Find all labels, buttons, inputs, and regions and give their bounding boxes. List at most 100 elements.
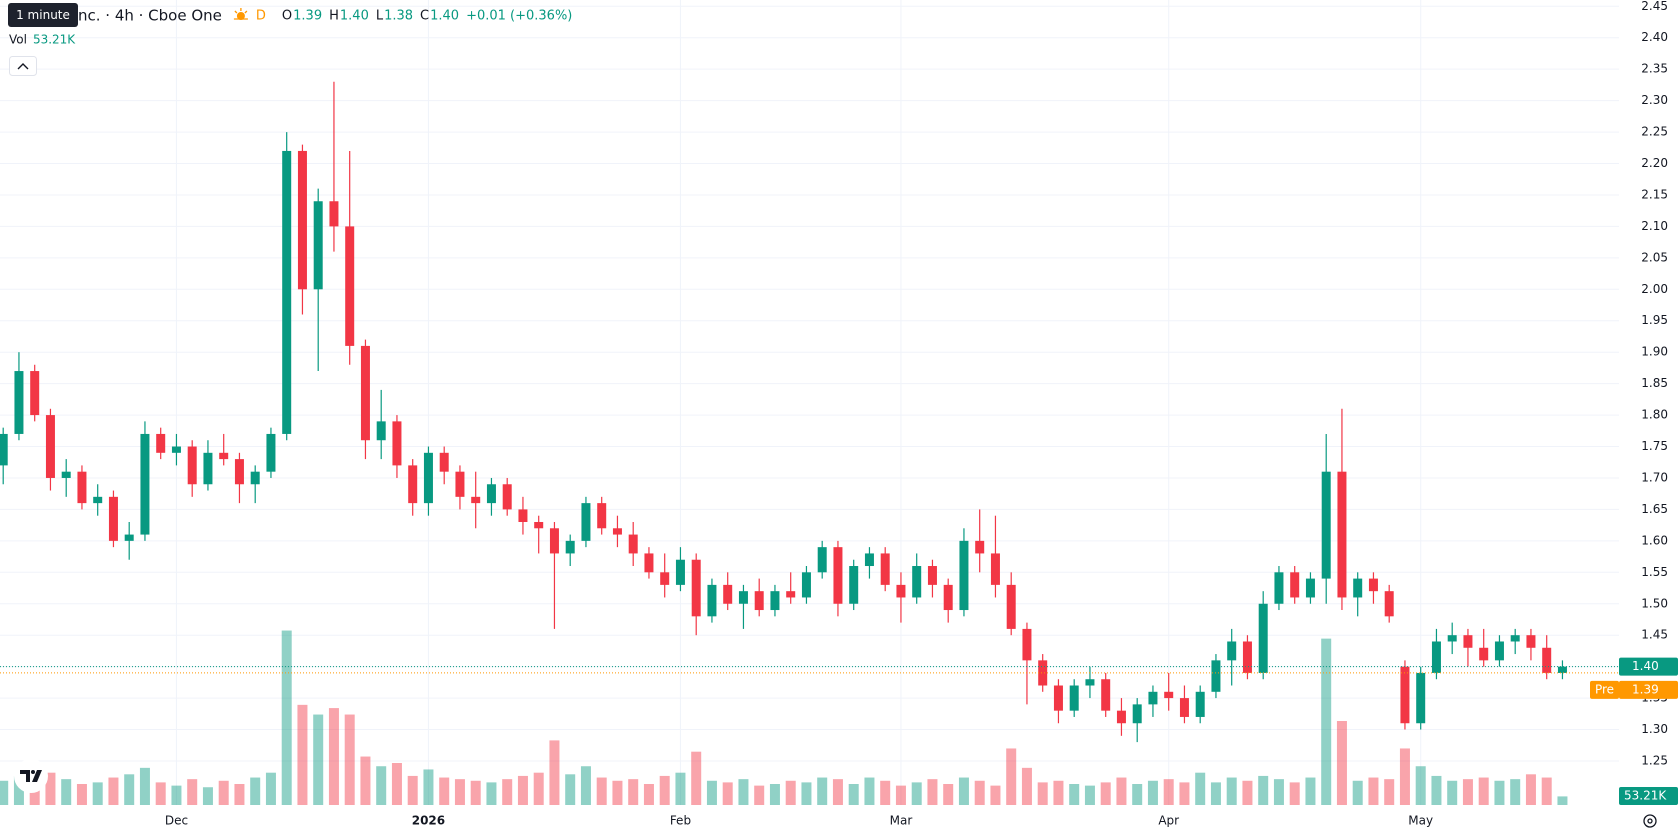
volume-bar xyxy=(659,775,670,805)
y-tick-label: 2.20 xyxy=(1641,156,1668,170)
volume-bar xyxy=(1368,777,1379,805)
candle-body xyxy=(1431,641,1441,673)
volume-bar xyxy=(565,774,576,805)
x-tick-label: Feb xyxy=(670,814,691,828)
volume-bar xyxy=(1525,774,1536,805)
candle-body xyxy=(1006,584,1016,629)
candle-body xyxy=(1353,578,1363,598)
y-tick-label: 2.10 xyxy=(1641,219,1668,233)
y-tick-label: 1.55 xyxy=(1641,565,1668,579)
volume-bar xyxy=(155,782,166,805)
axes: 1.251.301.351.401.451.501.551.601.651.70… xyxy=(165,0,1678,828)
candle-body xyxy=(1258,603,1268,673)
y-tick-label: 1.80 xyxy=(1641,408,1668,422)
candle-body xyxy=(313,201,323,290)
volume-bar xyxy=(486,782,497,805)
logo-backdrop xyxy=(14,759,48,793)
candle-body xyxy=(1494,641,1504,661)
x-tick-label: Mar xyxy=(890,814,913,828)
candle-body xyxy=(1022,628,1032,661)
collapse-button[interactable] xyxy=(9,56,37,76)
volume-bar xyxy=(675,772,686,805)
volume-bar xyxy=(580,766,591,805)
volume-bar xyxy=(391,763,402,805)
gear-ring[interactable] xyxy=(1643,814,1657,828)
candle-body xyxy=(250,471,260,485)
volume-bar xyxy=(722,782,733,805)
volume-bar xyxy=(1431,775,1442,805)
candle-body xyxy=(0,433,8,466)
settings-icon[interactable] xyxy=(1643,814,1657,828)
candle-body xyxy=(1526,635,1536,648)
last-price-label: 1.40 xyxy=(1632,659,1659,673)
volume-bar xyxy=(344,714,355,805)
volume-bar xyxy=(281,630,292,805)
volume-bar xyxy=(832,779,843,805)
volume-bar xyxy=(1336,721,1347,805)
volume-bar xyxy=(360,756,371,805)
candle-body xyxy=(1211,660,1221,692)
y-tick-label: 1.75 xyxy=(1641,439,1668,453)
volume-bar xyxy=(423,769,434,805)
candle-body xyxy=(549,528,559,554)
button-frame[interactable] xyxy=(9,56,37,76)
volume-bar xyxy=(0,780,9,805)
volume-bar xyxy=(1321,638,1332,805)
candle-body xyxy=(1242,641,1252,673)
volume-bar xyxy=(517,775,528,805)
volume-tag xyxy=(1619,787,1678,805)
price-change: +0.01 (+0.36%) xyxy=(466,9,572,24)
candle-body xyxy=(282,150,292,434)
candle-body xyxy=(628,534,638,554)
logo-dot xyxy=(31,770,35,774)
volume-bar xyxy=(502,779,513,805)
volume-bar xyxy=(738,779,749,805)
candle-body xyxy=(675,559,685,585)
chart-title: nc. · 4h · Cboe One xyxy=(78,7,222,25)
volume-bar xyxy=(864,777,875,805)
x-tick-label: May xyxy=(1408,814,1433,828)
volume-bar xyxy=(13,775,24,805)
candle-body xyxy=(817,547,827,573)
candle-body xyxy=(1274,572,1284,604)
volume-bar xyxy=(1273,779,1284,805)
candle-body xyxy=(455,471,465,497)
y-tick-label: 1.85 xyxy=(1641,376,1668,390)
candle-body xyxy=(345,226,355,346)
candle-body xyxy=(518,509,528,522)
candle-body xyxy=(502,484,512,510)
y-tick-label: 1.30 xyxy=(1641,722,1668,736)
volume-bar xyxy=(1147,780,1158,805)
y-tick-label: 2.25 xyxy=(1641,125,1668,139)
candle-body xyxy=(61,471,71,478)
candle-body xyxy=(45,415,55,478)
candle-body xyxy=(1416,672,1426,724)
volume-bar xyxy=(785,780,796,805)
candle-body xyxy=(1321,471,1331,579)
tooltip-box xyxy=(8,3,78,27)
volume-pane xyxy=(0,630,1568,805)
candle-body xyxy=(660,572,670,585)
grid xyxy=(0,0,1619,805)
volume-bar xyxy=(754,785,765,805)
candle-body xyxy=(1038,660,1048,686)
candle-body xyxy=(471,496,481,504)
candle-body xyxy=(880,553,890,585)
volume-bar xyxy=(943,784,954,805)
x-tick-label: Dec xyxy=(165,814,188,828)
y-tick-label: 2.15 xyxy=(1641,187,1668,201)
candle-body xyxy=(581,503,591,541)
candle-body xyxy=(1368,578,1378,592)
premarket-name-tag xyxy=(1590,680,1619,699)
volume-bar xyxy=(974,780,985,805)
candle-body xyxy=(140,433,150,535)
candle-body xyxy=(738,591,748,604)
candle-body xyxy=(234,459,244,485)
candle-body xyxy=(1116,710,1126,724)
chevron-up-icon xyxy=(17,63,29,70)
volume-bar xyxy=(769,784,780,805)
candle-body xyxy=(1400,666,1410,724)
candle-body xyxy=(1132,704,1142,724)
